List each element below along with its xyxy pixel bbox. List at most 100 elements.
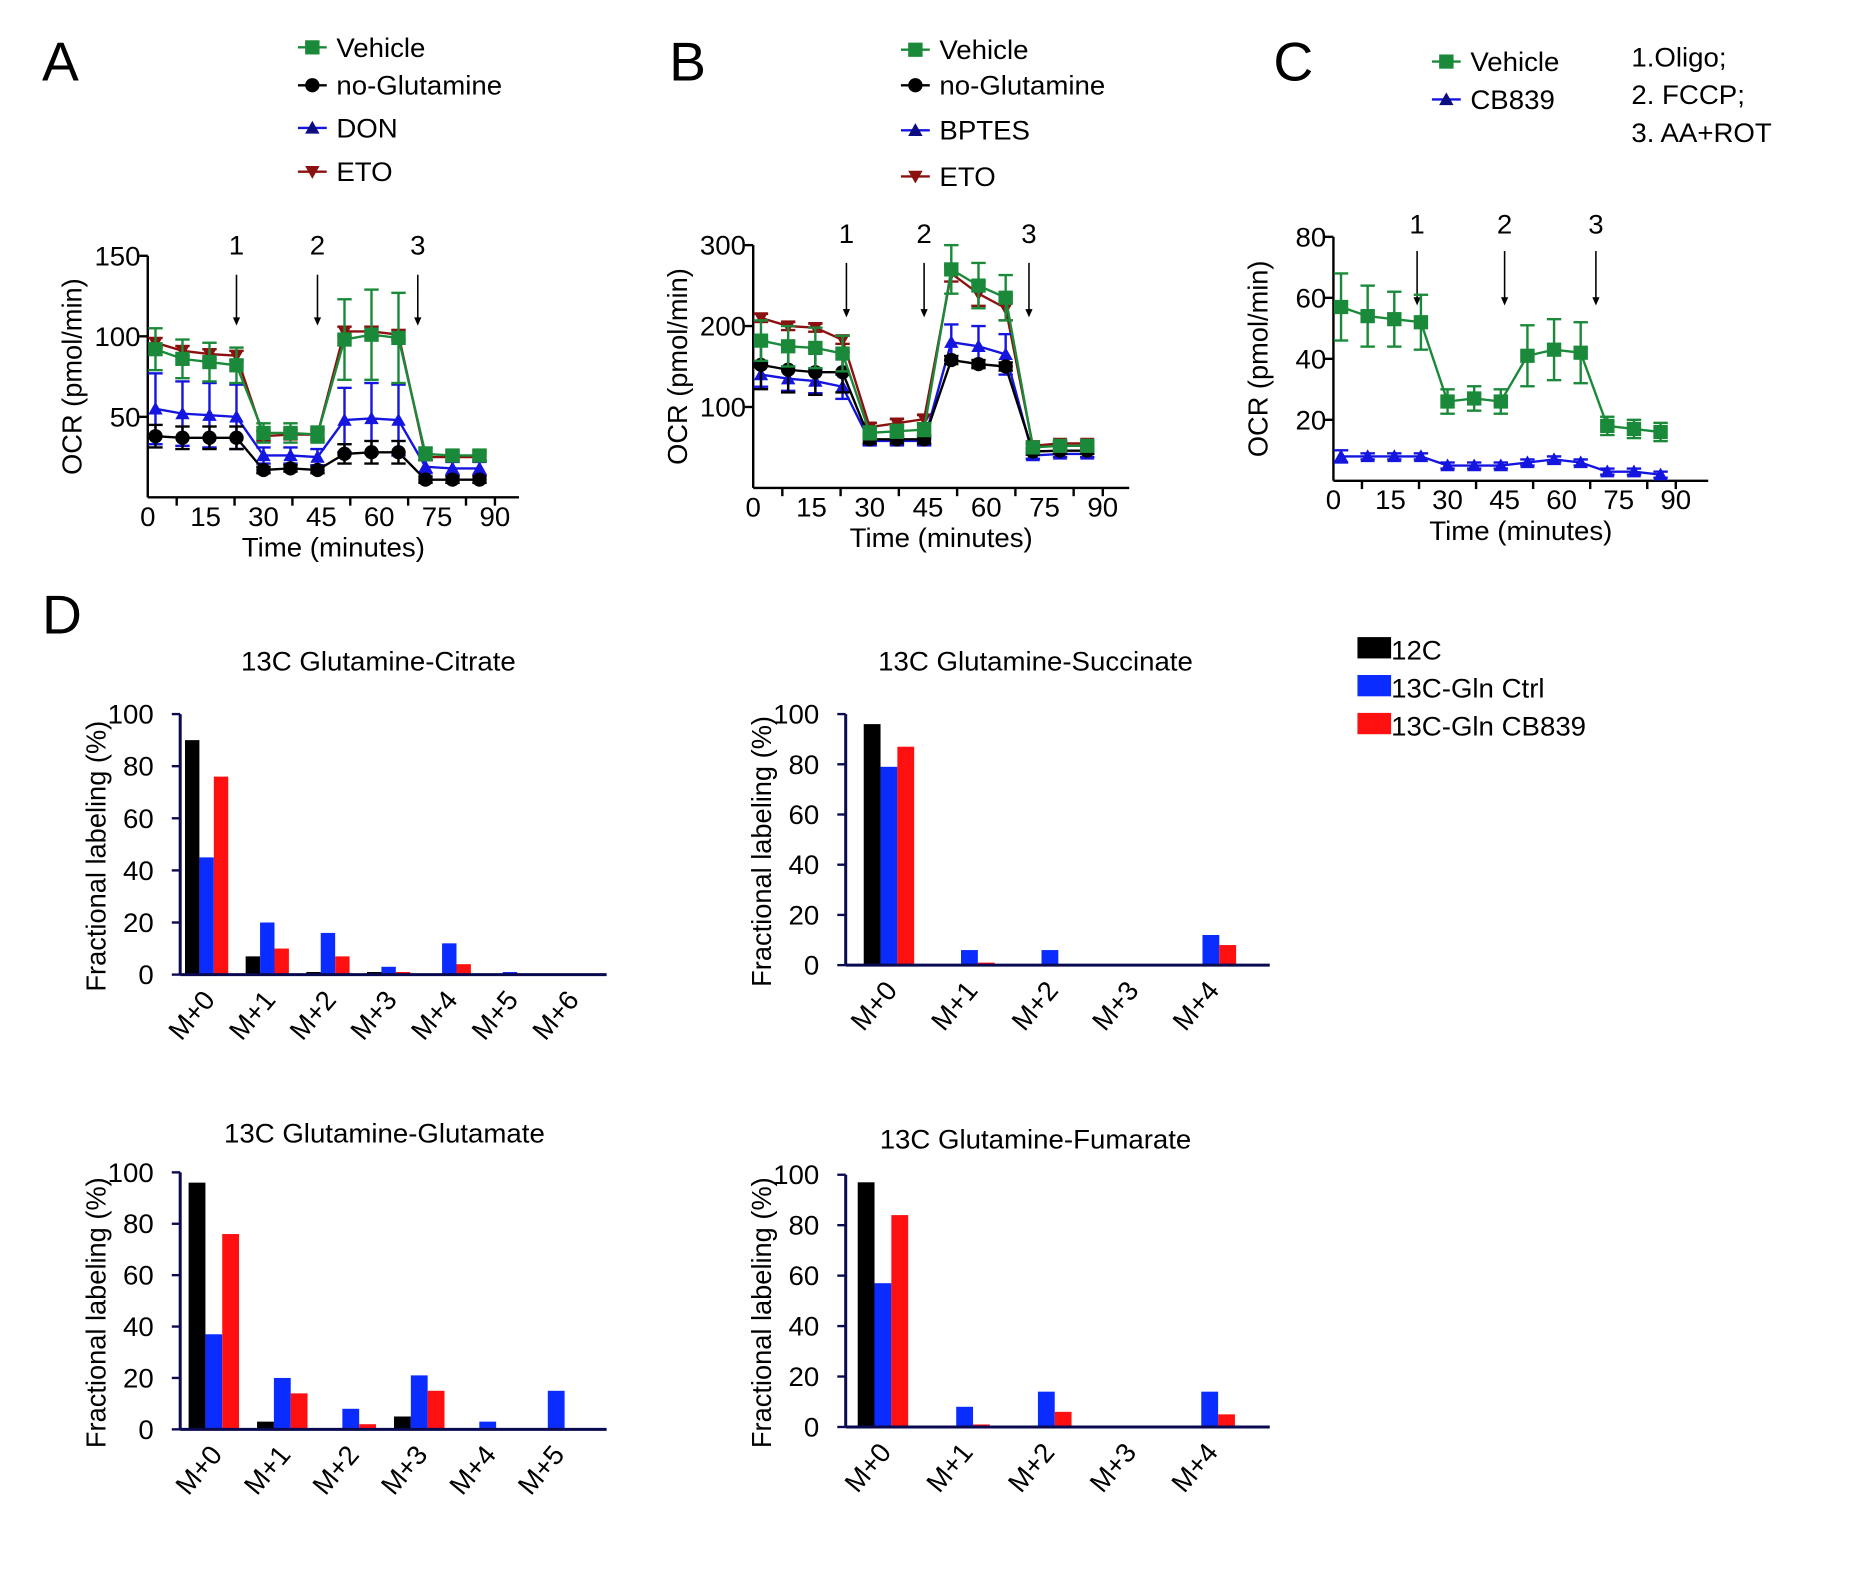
panel-letter: C xyxy=(1273,31,1313,93)
x-tick-label: M+2 xyxy=(306,1439,365,1500)
circle-marker xyxy=(418,472,433,487)
triangle-up-marker xyxy=(1439,92,1454,106)
y-tick-label: 100 xyxy=(108,1157,154,1188)
arrow-down-icon xyxy=(1413,297,1421,306)
circle-marker xyxy=(337,446,352,461)
legend-label: no-Glutamine xyxy=(336,70,502,101)
square-marker xyxy=(202,354,217,370)
bar xyxy=(956,1406,974,1427)
bar xyxy=(290,1393,308,1430)
y-tick-label: 80 xyxy=(123,1208,154,1239)
y-tick-label: 60 xyxy=(1295,282,1326,313)
x-tick-label: M+0 xyxy=(844,975,903,1036)
square-marker xyxy=(862,425,877,440)
square-marker xyxy=(472,448,487,463)
bar xyxy=(1041,950,1059,966)
square-marker xyxy=(753,333,769,348)
bar xyxy=(222,1234,240,1430)
legend: Vehicle CB839 xyxy=(1431,46,1559,115)
square-marker xyxy=(998,290,1013,305)
legend-item: ETO xyxy=(900,161,996,192)
square-marker xyxy=(1052,438,1068,453)
triangle-up-marker xyxy=(971,339,986,352)
bar xyxy=(188,1182,206,1430)
bar xyxy=(880,766,898,966)
y-tick-label: 60 xyxy=(123,1260,154,1291)
injection-note: 2. FCCP; xyxy=(1631,79,1745,110)
panel-letter: B xyxy=(669,31,706,93)
legend-label: Vehicle xyxy=(1470,46,1559,77)
chart-title: 13C Glutamine-Succinate xyxy=(878,645,1193,676)
bar-legend: 12C 13C-Gln Ctrl 13C-Gln CB839 xyxy=(1357,635,1586,741)
x-tick-label: 0 xyxy=(746,491,761,522)
bar xyxy=(320,932,336,975)
square-marker xyxy=(175,351,190,366)
triangle-up-marker xyxy=(1466,458,1482,472)
square-marker xyxy=(808,340,823,356)
triangle-down-marker xyxy=(753,312,769,326)
square-marker xyxy=(1439,54,1454,69)
y-tick-label: 200 xyxy=(700,311,746,342)
square-marker xyxy=(908,42,923,57)
triangle-up-marker xyxy=(175,406,190,420)
x-tick-label: 75 xyxy=(1029,491,1060,522)
triangle-up-marker xyxy=(418,459,433,473)
triangle-up-marker xyxy=(445,461,460,475)
legend-item: no-Glutamine xyxy=(900,70,1105,101)
circle-marker xyxy=(998,359,1013,374)
x-tick-label: 75 xyxy=(422,501,453,532)
legend-item: no-Glutamine xyxy=(297,70,502,101)
legend: Vehicle no-Glutamine DON ETO xyxy=(297,32,502,187)
square-marker xyxy=(1360,309,1375,324)
bar xyxy=(273,1377,291,1430)
bar xyxy=(342,1408,360,1430)
triangle-down-marker xyxy=(916,413,932,427)
bar xyxy=(1218,1414,1235,1427)
bar xyxy=(479,1421,497,1430)
arrow-down-icon xyxy=(232,317,241,326)
legend-label: Vehicle xyxy=(939,34,1028,65)
x-tick-label: 90 xyxy=(1087,491,1118,522)
arrow-down-icon xyxy=(842,309,851,318)
x-tick-label: 45 xyxy=(913,491,944,522)
legend-label: BPTES xyxy=(939,115,1030,146)
legend-item: ETO xyxy=(297,156,393,187)
square-marker xyxy=(391,330,406,346)
circle-marker xyxy=(148,429,163,444)
square-marker xyxy=(337,332,352,347)
x-tick-label: M+4 xyxy=(405,985,464,1046)
injection-label: 2 xyxy=(310,230,325,261)
x-tick-label: M+0 xyxy=(169,1439,228,1500)
triangle-up-marker xyxy=(1413,449,1429,463)
triangle-up-marker xyxy=(1600,464,1615,478)
circle-marker xyxy=(310,462,325,478)
legend: Vehicle no-Glutamine BPTES ETO xyxy=(900,34,1105,192)
legend-label: 12C xyxy=(1391,635,1442,666)
series-no-glutamine xyxy=(148,423,487,487)
square-marker xyxy=(1653,424,1668,440)
circle-marker xyxy=(364,445,379,460)
square-marker xyxy=(1493,394,1509,409)
x-tick-label: M+1 xyxy=(223,985,282,1046)
y-axis-title: Fractional labeling (%) xyxy=(746,716,777,987)
x-tick-label: M+1 xyxy=(920,1437,979,1498)
circle-marker xyxy=(229,430,244,445)
triangle-up-marker xyxy=(1360,449,1375,463)
triangle-up-marker xyxy=(908,123,923,136)
panel-letter: D xyxy=(42,584,82,646)
bar xyxy=(456,964,471,975)
square-marker xyxy=(1333,299,1349,315)
y-tick-label: 100 xyxy=(773,699,819,730)
bar xyxy=(274,948,289,975)
square-marker xyxy=(1573,345,1588,360)
y-tick-label: 80 xyxy=(789,749,820,780)
x-tick-label: M+4 xyxy=(1165,1437,1224,1498)
square-marker xyxy=(916,422,932,437)
x-tick-label: 30 xyxy=(248,501,279,532)
series-vehicle xyxy=(753,243,1095,455)
square-marker xyxy=(445,448,460,463)
x-axis-title: Time (minutes) xyxy=(850,522,1033,553)
legend-item: BPTES xyxy=(900,115,1030,146)
bar xyxy=(1202,935,1220,966)
